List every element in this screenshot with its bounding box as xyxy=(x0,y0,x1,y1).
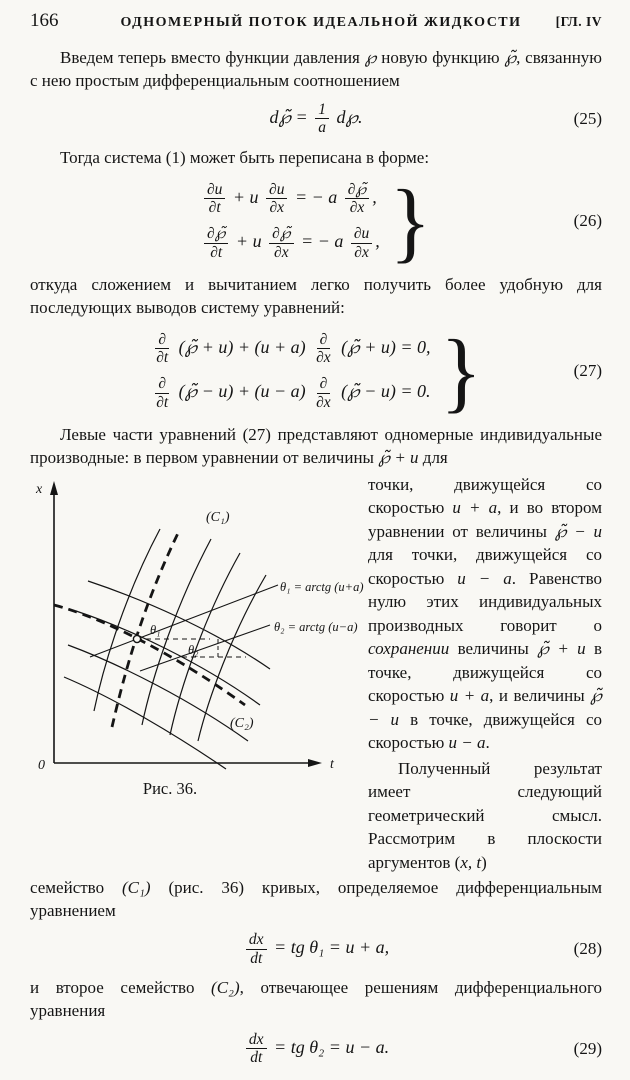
figure-36: x t 0 (C₁) (C₂) xyxy=(30,473,363,877)
paragraph-conservation: точки, движущейся со скоростью u + a, и … xyxy=(368,474,603,753)
equation-29: dx dt = tg θ₂ = u − a. (29) xyxy=(30,1031,602,1067)
equation-25-number: (25) xyxy=(573,108,602,128)
theta2-tangent-line xyxy=(139,624,271,672)
theta1-tangent-line xyxy=(89,584,279,658)
intersection-point-marker xyxy=(132,634,142,644)
system-brace: } xyxy=(440,320,482,422)
figure-36-plot: x t 0 (C₁) (C₂) xyxy=(35,480,363,773)
theta1-angle-label: θ₁ xyxy=(150,623,161,637)
x-axis-arrow xyxy=(50,480,58,495)
x-axis-label: x xyxy=(35,482,43,497)
chapter-marker: [ГЛ. IV xyxy=(555,14,602,29)
equation-26-number: (26) xyxy=(573,210,602,230)
page-number: 166 xyxy=(30,10,59,31)
equation-27-number: (27) xyxy=(573,360,602,380)
origin-label: 0 xyxy=(38,758,45,773)
page-header: 166 ОДНОМЕРНЫЙ ПОТОК ИДЕАЛЬНОЙ ЖИДКОСТИ … xyxy=(30,10,602,32)
paragraph-left-parts: Левые части уравнений (27) представляют … xyxy=(30,424,602,467)
equation-29-number: (29) xyxy=(573,1038,602,1058)
c2-dashed-characteristic xyxy=(53,603,246,706)
t-axis-label: t xyxy=(330,757,335,772)
equation-27: ∂ ∂t (℘̃ + u) + (u + a) ∂ ∂x (℘̃ + u) = 0,… xyxy=(30,320,602,422)
equation-26-rows: ∂u ∂t + u ∂u ∂x = − a ∂℘̃ ∂x, ∂℘̃ ∂t + u ∂℘̃… xyxy=(201,181,380,261)
c1-curve xyxy=(93,528,161,711)
c1-curve xyxy=(169,552,241,735)
equation-28-body: dx dt = tg θ₁ = u + a, xyxy=(243,931,389,967)
running-title: ОДНОМЕРНЫЙ ПОТОК ИДЕАЛЬНОЙ ЖИДКОСТИ xyxy=(120,15,522,30)
equation-28: dx dt = tg θ₁ = u + a, (28) xyxy=(30,931,602,967)
theta2-angle-label: θ₂ xyxy=(188,643,199,657)
paragraph-intro: Введем теперь вместо функции давления ℘ … xyxy=(30,48,602,90)
equation-26-row1: ∂u ∂t + u ∂u ∂x = − a ∂℘̃ ∂x, xyxy=(201,181,377,217)
equation-27-row2: ∂ ∂t (℘̃ − u) + (u − a) ∂ ∂x (℘̃ − u) = 0. xyxy=(155,375,431,411)
c1-curve xyxy=(197,574,267,741)
paragraph-system-form: Тогда система (1) может быть переписана … xyxy=(60,147,430,167)
paragraph-family-c1: семейство (C₁) (рис. 36) кривых, определ… xyxy=(30,878,603,921)
c2-curve xyxy=(63,676,227,770)
equation-27-row1: ∂ ∂t (℘̃ + u) + (u + a) ∂ ∂x (℘̃ + u) = 0, xyxy=(155,330,431,366)
c2-curve xyxy=(67,644,249,742)
figure-and-text-row: x t 0 (C₁) (C₂) xyxy=(30,473,602,877)
paragraph-geometric-meaning: Полученный результат имеет следующий гео… xyxy=(368,758,602,872)
c2-curve xyxy=(75,610,261,706)
equation-27-rows: ∂ ∂t (℘̃ + u) + (u + a) ∂ ∂x (℘̃ + u) = 0,… xyxy=(150,330,431,411)
equation-26-row2: ∂℘̃ ∂t + u ∂℘̃ ∂x = − a ∂u ∂x, xyxy=(201,225,380,261)
c2-family-label: (C₂) xyxy=(230,716,254,731)
t-axis-arrow xyxy=(308,758,322,767)
paragraph-family-c2: и второе семейство (C₂), отвечающее реше… xyxy=(30,977,602,1020)
theta2-formula-label: θ₂ = arctg (u−a) xyxy=(274,620,357,634)
figure-caption: Рис. 36. xyxy=(142,778,198,798)
system-brace: } xyxy=(389,170,432,272)
paragraph-add-subtract: откуда сложением и вычитанием легко полу… xyxy=(30,274,602,317)
equation-26: ∂u ∂t + u ∂u ∂x = − a ∂℘̃ ∂x, ∂℘̃ ∂t + u ∂℘̃… xyxy=(30,170,602,272)
equation-29-body: dx dt = tg θ₂ = u − a. xyxy=(243,1031,389,1067)
equation-28-number: (28) xyxy=(573,939,602,959)
c1-family-label: (C₁) xyxy=(206,510,230,525)
c2-curve xyxy=(87,580,271,670)
side-text-column: точки, движущейся со скоростью u + a, и … xyxy=(360,473,602,877)
theta1-formula-label: θ₁ = arctg (u+a) xyxy=(280,580,363,594)
